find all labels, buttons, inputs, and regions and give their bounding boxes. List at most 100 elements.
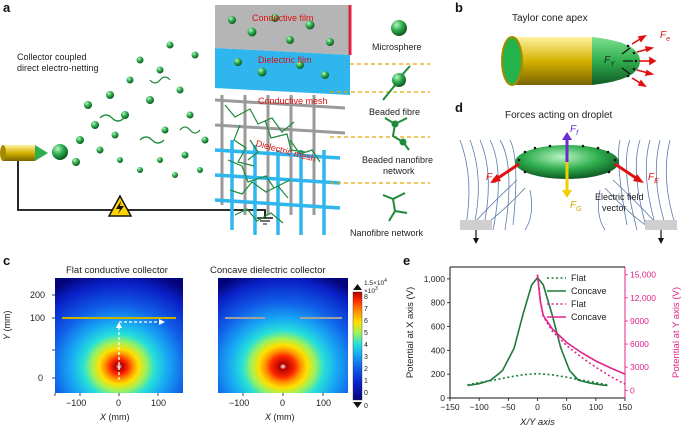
field-vector-line1: Electric field (595, 192, 644, 202)
legend-microsphere: Microsphere (372, 42, 422, 52)
droplet-ff-sub: f (576, 130, 579, 137)
droplet-fg-label: FG (570, 200, 582, 213)
colorbar-tick-5: 5 (364, 330, 368, 337)
panel-b-letter: b (455, 0, 463, 15)
colorbar-tick-8: 8 (364, 294, 368, 301)
field-vector-line2: vector (602, 203, 627, 213)
y-left-tick-label: 0 (440, 393, 445, 403)
x-tick-label: 0 (535, 402, 540, 412)
legend-beaded-nanofibre-line2: network (383, 166, 415, 176)
colorbar-tick-2: 2 (364, 366, 368, 373)
droplet-fe-right-label: FE (648, 172, 659, 185)
colorbar-tick-0: 0 (364, 390, 368, 397)
colorbar-mult-label: ×103 (364, 286, 378, 295)
beaded-nanofibre-legend-icon (384, 117, 410, 151)
taylor-fy-label: FY (604, 55, 615, 68)
heatmap-right-x-tick-neg100: −100 (229, 398, 250, 408)
colorbar-bottom-label: 0 (364, 403, 368, 410)
taylor-fe-label: Fe (660, 30, 670, 43)
legend-label: Flat (571, 273, 587, 283)
heatmap-y-tick-200: 200 (30, 290, 46, 300)
heatmap-left-x-tick-neg100: −100 (66, 398, 87, 408)
legend-label: Concave (571, 312, 607, 322)
y-left-tick-label: 400 (431, 345, 445, 355)
potential-chart: −150 −100 −50 0 50 100 150 0 200 400 600 800 1,000 0 3… (405, 266, 682, 428)
droplet-fe-right-sub: E (654, 178, 659, 185)
y-left-tick-label: 1,000 (424, 274, 446, 284)
y-right-tick-label: 15,000 (630, 270, 656, 280)
panel-e-letter: e (403, 253, 411, 268)
colorbar (352, 291, 363, 401)
droplet-fg-main: F (570, 200, 577, 211)
high-voltage-warning-icon (107, 194, 133, 217)
circuit-wire (17, 150, 266, 218)
taylor-fy-main: F (604, 55, 611, 66)
legend-label: Flat (571, 299, 587, 309)
conductive-mesh-label: Conductive mesh (258, 96, 328, 106)
y-left-tick-label: 800 (431, 298, 445, 308)
x-tick-label: −50 (501, 402, 516, 412)
droplet-ff-label: Ff (570, 124, 578, 137)
taylor-cone-title: Taylor cone apex (512, 13, 588, 24)
x-tick-label: 50 (562, 402, 572, 412)
colorbar-tick-4: 4 (364, 342, 368, 349)
collector-title-line2: direct electro-netting (17, 63, 99, 73)
heatmap-right-x-unit: (mm) (271, 412, 295, 422)
y-right-tick-label: 6000 (630, 339, 649, 349)
microsphere-legend-icon (391, 20, 407, 36)
legend-label: Concave (571, 286, 607, 296)
droplet-ff-main: F (570, 124, 577, 135)
colorbar-top-base: 1.5×10 (364, 280, 385, 288)
heatmap-y-label: Y (mm) (2, 310, 12, 340)
colorbar-tick-3: 3 (364, 354, 368, 361)
heatmap-left (55, 278, 183, 393)
droplet-fe-left-main: F (486, 172, 493, 183)
heatmap-y-label-var: Y (2, 333, 12, 340)
heatmap-right-x-var: X (265, 412, 272, 422)
heatmap-left-title: Flat conductive collector (66, 265, 168, 276)
collector-title-line1: Collector coupled (17, 52, 87, 62)
heatmap-left-x-label: X (mm) (100, 412, 130, 422)
heatmap-right (218, 278, 348, 393)
heatmap-right-x-label: X (mm) (265, 412, 295, 422)
nanofibre-network-legend-icon (382, 192, 408, 222)
heatmap-y-tick-100: 100 (30, 313, 46, 323)
panel-d-letter: d (455, 100, 463, 115)
droplet-forces-illustration (459, 132, 678, 244)
y-right-tick-label: 12,000 (630, 293, 656, 303)
y-left-tick-label: 200 (431, 369, 445, 379)
legend-beaded-nanofibre-line1: Beaded nanofibre (362, 155, 434, 165)
colorbar-top-exp: 4 (384, 278, 387, 284)
legend-nanofibre-network: Nanofibre network (350, 228, 424, 238)
x-tick-label: 150 (618, 402, 632, 412)
colorbar-mult-base: ×10 (364, 288, 376, 296)
heatmap-left-x-tick-100: 100 (151, 398, 167, 408)
taylor-fe-main: F (660, 30, 667, 41)
conductive-film-label: Conductive film (252, 13, 314, 23)
heatmap-figure (52, 278, 363, 408)
colorbar-mult-exp: 3 (375, 286, 378, 292)
y-right-tick-label: 9000 (630, 316, 649, 326)
heatmap-left-x-tick-0: 0 (116, 398, 122, 408)
colorbar-tick-6: 6 (364, 318, 368, 325)
nozzle-icon (0, 145, 48, 161)
heatmap-right-x-tick-0: 0 (280, 398, 286, 408)
x-axis-label: X/Y axis (519, 417, 555, 428)
microsphere-spray (52, 41, 209, 178)
panel-c-letter: c (3, 253, 11, 268)
x-tick-label: 100 (589, 402, 603, 412)
droplet-fe-left-sub: E (492, 178, 497, 185)
series-line-concave-right (536, 274, 626, 375)
y-axis-left-label: Potential at X axis (V) (405, 287, 416, 378)
droplet-fe-right-main: F (648, 172, 655, 183)
series-line-flat-left (467, 372, 608, 386)
droplet-fg-sub: G (576, 206, 582, 213)
legend-beaded-fibre: Beaded fibre (369, 107, 421, 117)
panel-a-illustration (0, 5, 430, 235)
x-tick-label: −100 (470, 402, 489, 412)
taylor-fy-sub: Y (610, 61, 615, 68)
colorbar-tick-1: 1 (364, 378, 368, 385)
forces-title: Forces acting on droplet (505, 110, 613, 121)
heatmap-left-x-var: X (100, 412, 107, 422)
y-right-tick-label: 0 (630, 385, 635, 395)
